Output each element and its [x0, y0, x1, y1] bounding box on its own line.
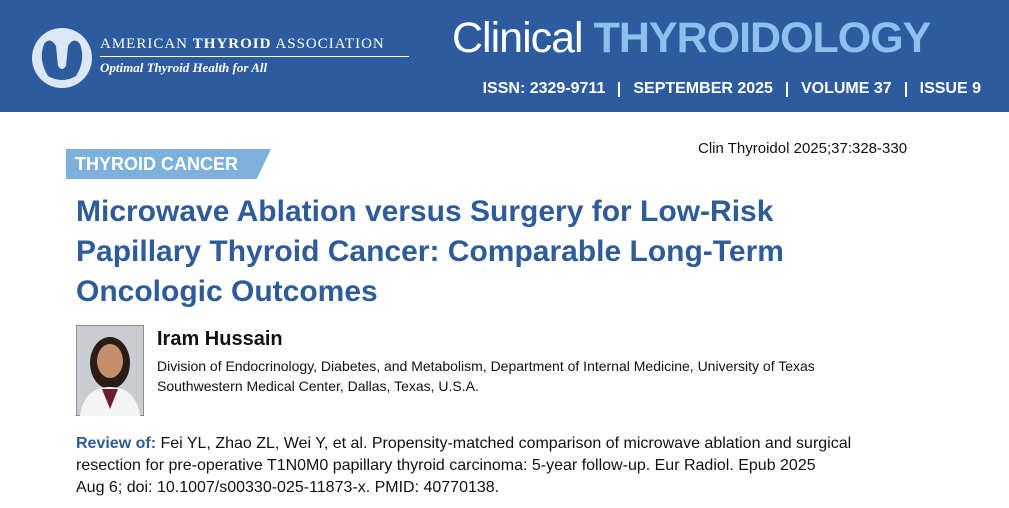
- title-line: Papillary Thyroid Cancer: Comparable Lon…: [76, 235, 784, 268]
- title-line: Microwave Ablation versus Surgery for Lo…: [76, 195, 774, 228]
- section-tag: THYROID CANCER: [66, 149, 271, 179]
- issue-info: ISSN: 2329-9711 SEPTEMBER 2025 VOLUME 37 IS…: [483, 80, 981, 98]
- article-title: Microwave Ablation versus Surgery for Lo…: [76, 192, 784, 312]
- title-line: Oncologic Outcomes: [76, 275, 378, 308]
- association-tagline: Optimal Thyroid Health for All: [100, 60, 268, 75]
- author-name: Iram Hussain: [157, 328, 283, 350]
- review-text: Fei YL, Zhao ZL, Wei Y, et al. Propensit…: [160, 435, 852, 452]
- header-banner: AMERICAN THYROID ASSOCIATION Optimal Thy…: [0, 0, 1009, 112]
- author-photo: [76, 325, 144, 416]
- issue-item: ISSUE 9: [919, 80, 981, 97]
- review-reference: Review of: Fei YL, Zhao ZL, Wei Y, et al…: [76, 433, 851, 499]
- review-text: resection for pre-operative T1N0M0 papil…: [76, 457, 816, 474]
- citation: Clin Thyroidol 2025;37:328-330: [698, 140, 908, 157]
- logo: [32, 28, 92, 88]
- review-line: resection for pre-operative T1N0M0 papil…: [76, 455, 851, 477]
- journal-title: Clinical THYROIDOLOGY: [452, 14, 931, 62]
- separator: [618, 81, 621, 97]
- review-label: Review of:: [76, 435, 157, 452]
- review-line: Review of: Fei YL, Zhao ZL, Wei Y, et al…: [76, 433, 851, 455]
- association-name: AMERICAN THYROID ASSOCIATION: [100, 36, 385, 52]
- review-line: Aug 6; doi: 10.1007/s00330-025-11873-x. …: [76, 477, 851, 499]
- author-affiliation: Division of Endocrinology, Diabetes, and…: [157, 356, 815, 396]
- divider: [100, 56, 409, 57]
- separator: [904, 81, 907, 97]
- issue-item: SEPTEMBER 2025: [633, 80, 773, 97]
- affiliation-line: Southwestern Medical Center, Dallas, Tex…: [157, 378, 479, 394]
- review-text: Aug 6; doi: 10.1007/s00330-025-11873-x. …: [76, 479, 500, 496]
- separator: [785, 81, 788, 97]
- issue-item: VOLUME 37: [800, 80, 892, 97]
- affiliation-line: Division of Endocrinology, Diabetes, and…: [157, 358, 815, 374]
- issue-item: ISSN: 2329-9711: [482, 80, 606, 97]
